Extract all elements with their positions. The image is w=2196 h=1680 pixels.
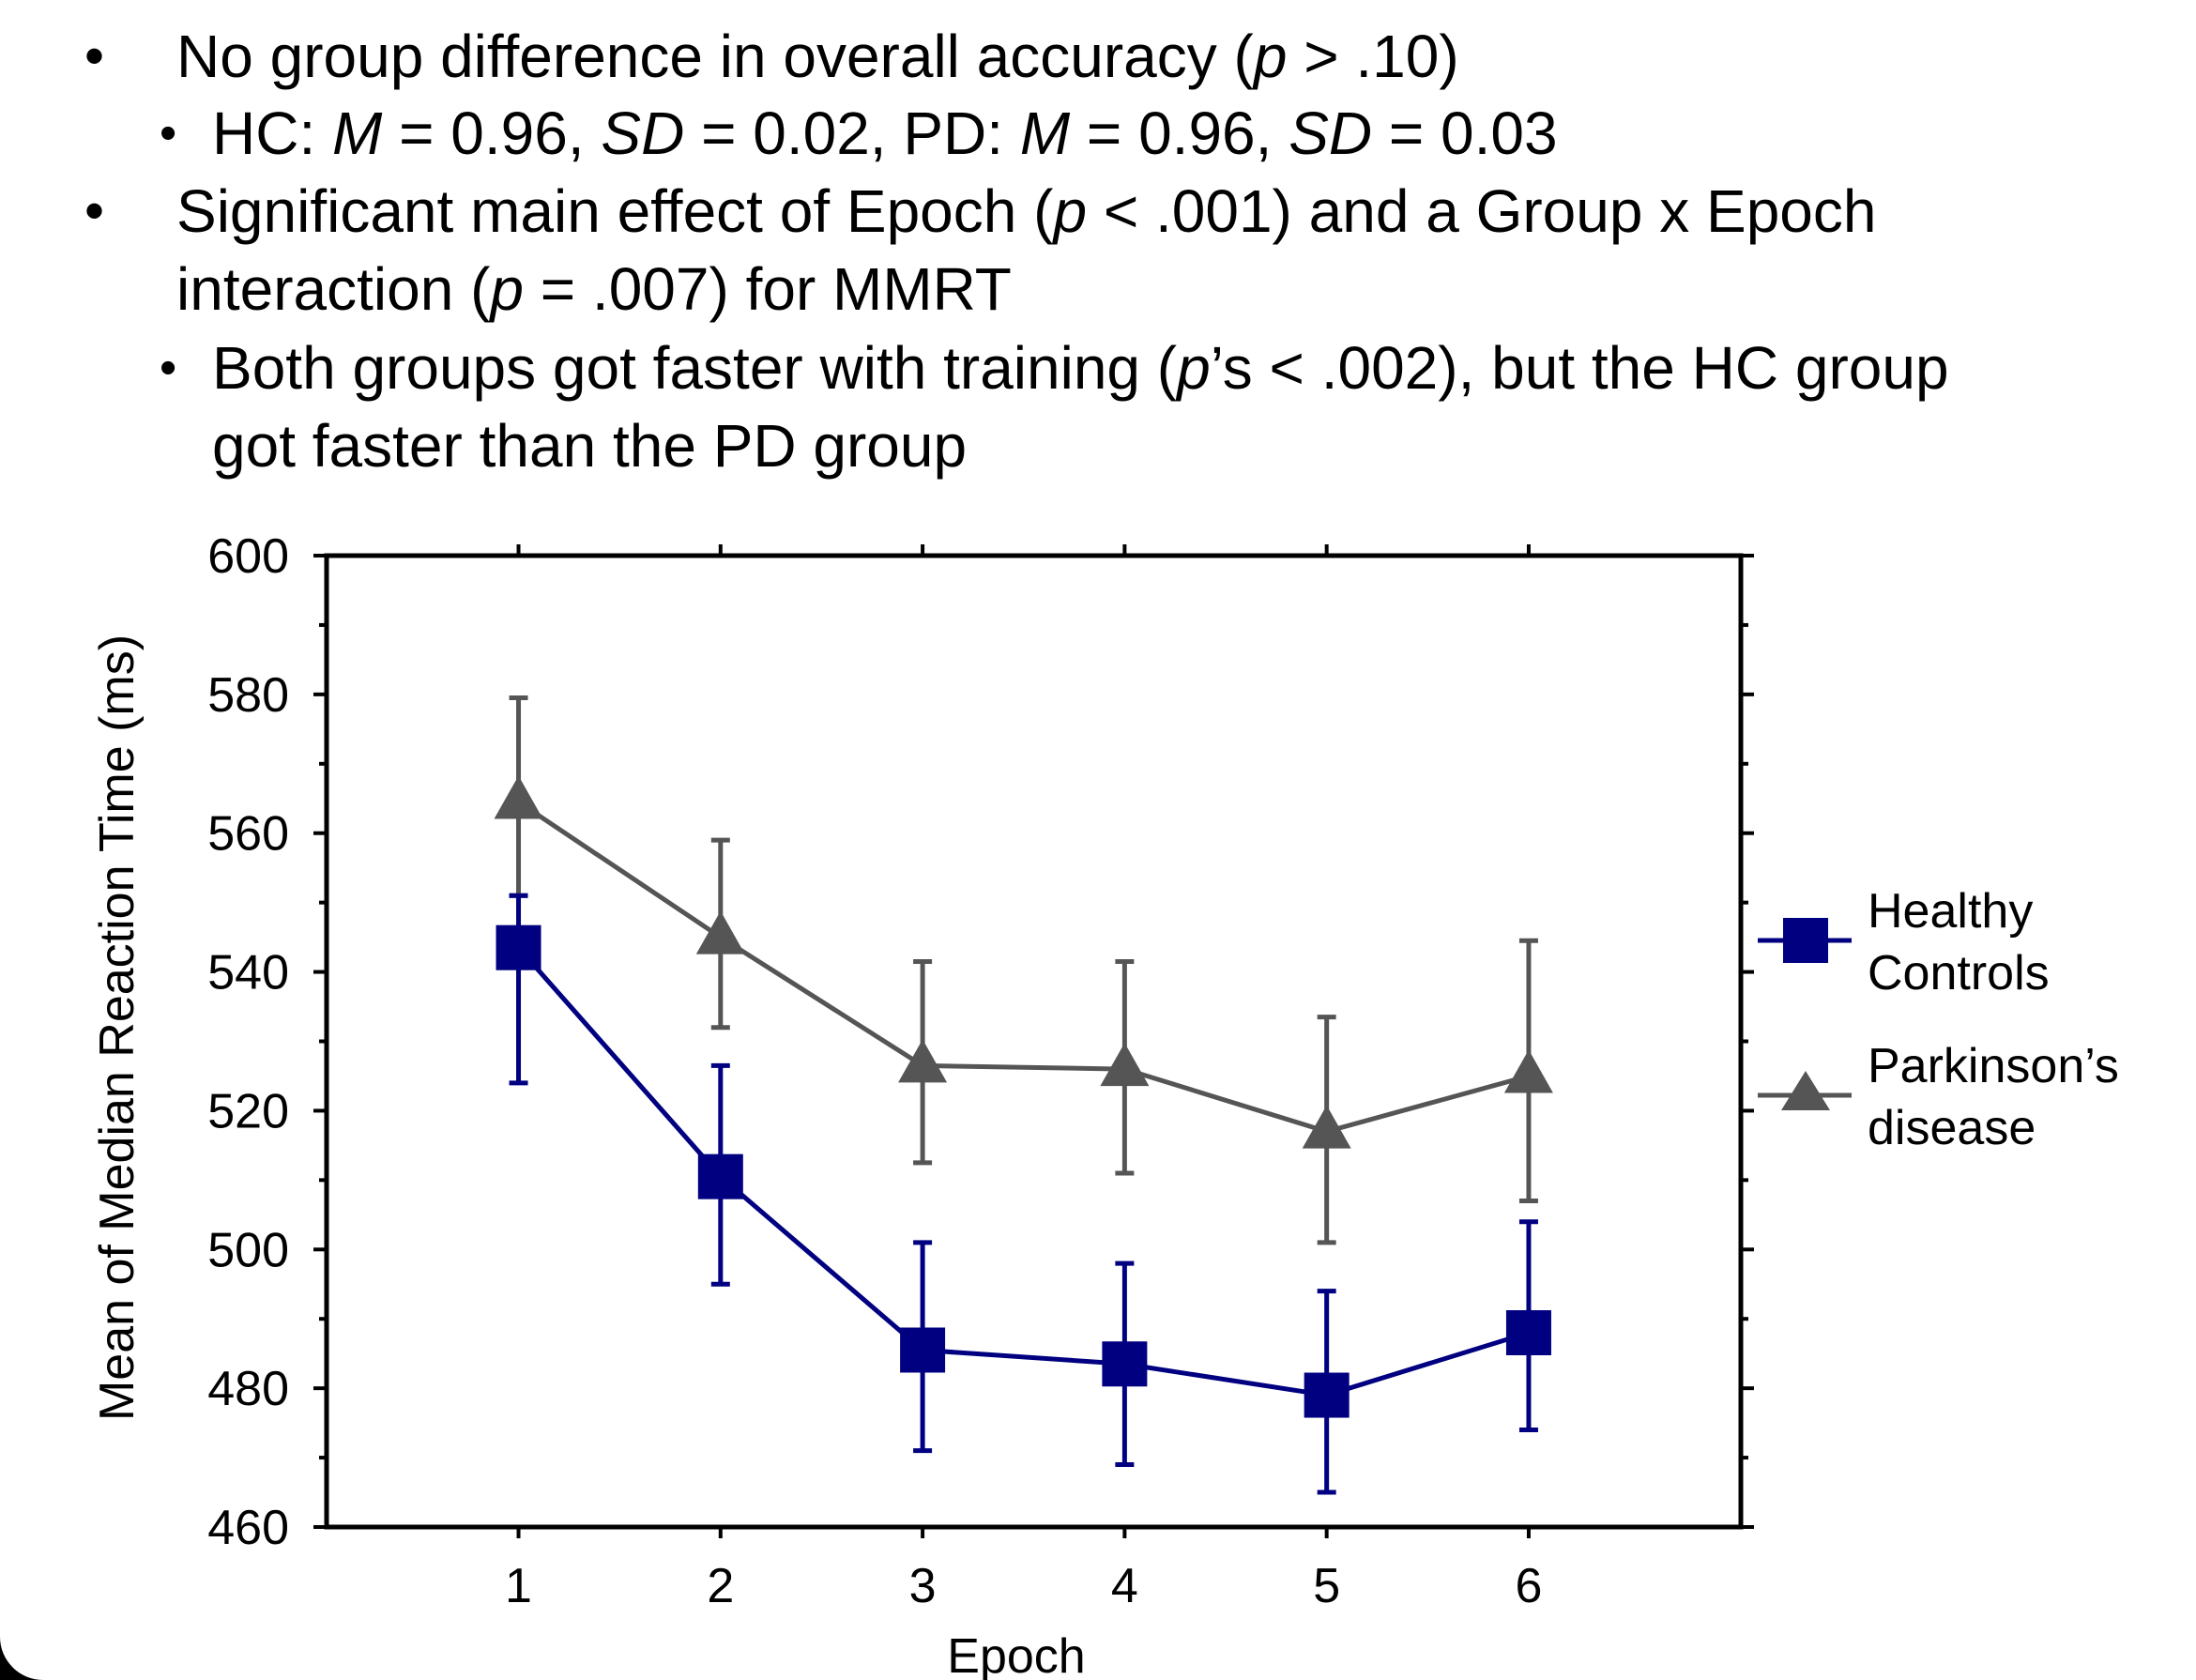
bullet-epoch-effect-line2: interaction (p = .007) for MMRT	[176, 255, 1012, 323]
series-layer	[494, 695, 1553, 1495]
y-tick-label: 560	[207, 807, 289, 862]
sub-bullet-training-line1: Both groups got faster with training (p’…	[212, 334, 1949, 402]
sub-bullet-marker: •	[160, 106, 177, 160]
y-tick-label: 580	[207, 668, 289, 723]
series-line	[516, 946, 1530, 1398]
legend: Healthy Controls Parkinson’s disease	[1758, 884, 2119, 1155]
data-point-triangle	[1302, 1105, 1351, 1149]
legend-item: Healthy Controls	[1758, 884, 2050, 1000]
y-tick-label: 540	[207, 946, 289, 1000]
series-parkinsons-disease	[494, 695, 1553, 1245]
y-axis-label: Mean of Median Reaction Time (ms)	[90, 634, 145, 1421]
bullet-marker: •	[84, 179, 105, 242]
data-point-square	[1304, 1372, 1350, 1418]
sub-bullet-accuracy-stats: HC: M = 0.96, SD = 0.02, PD: M = 0.96, S…	[212, 99, 1558, 167]
y-tick-label: 600	[207, 529, 289, 584]
legend-label: Healthy	[1868, 884, 2033, 939]
data-point-square	[496, 924, 541, 970]
series-line	[517, 800, 1530, 1135]
sub-bullet-training-line2: got faster than the PD group	[212, 412, 968, 480]
x-tick-label: 2	[707, 1559, 734, 1613]
data-point-triangle	[695, 910, 745, 955]
data-point-square	[1102, 1341, 1148, 1387]
axis-tick-labels: 460 480 500 520 540 560 580 600 1 2 3 4 5 6	[207, 529, 1542, 1613]
y-tick-label: 460	[207, 1501, 289, 1555]
data-point-square	[1505, 1310, 1551, 1355]
x-axis-label: Epoch	[947, 1629, 1085, 1680]
x-tick-label: 5	[1313, 1559, 1340, 1613]
y-tick-label: 520	[207, 1084, 289, 1138]
legend-label: Parkinson’s	[1868, 1039, 2119, 1093]
y-tick-label: 480	[207, 1362, 289, 1416]
data-point-triangle	[1503, 1049, 1553, 1093]
axis-ticks	[313, 544, 1754, 1538]
y-tick-label: 500	[207, 1223, 289, 1277]
legend-swatch-marker	[1781, 1071, 1830, 1110]
x-tick-label: 6	[1515, 1559, 1542, 1613]
data-point-triangle	[1100, 1043, 1150, 1087]
x-tick-label: 3	[909, 1559, 937, 1613]
series-healthy-controls	[496, 893, 1551, 1495]
x-tick-label: 1	[505, 1559, 532, 1613]
bullet-marker: •	[84, 24, 105, 87]
legend-label: Controls	[1868, 946, 2050, 1000]
data-point-triangle	[494, 775, 543, 819]
data-point-triangle	[898, 1039, 948, 1083]
bullet-accuracy: No group difference in overall accuracy …	[176, 23, 1459, 90]
data-point-square	[697, 1153, 743, 1199]
data-point-square	[900, 1327, 946, 1373]
bullet-epoch-effect-line1: Significant main effect of Epoch (p < .0…	[176, 177, 1877, 245]
sub-bullet-marker: •	[160, 341, 177, 395]
x-tick-label: 4	[1111, 1559, 1138, 1613]
legend-swatch-marker	[1783, 918, 1828, 963]
legend-label: disease	[1868, 1101, 2036, 1155]
legend-item: Parkinson’s disease	[1758, 1039, 2119, 1155]
